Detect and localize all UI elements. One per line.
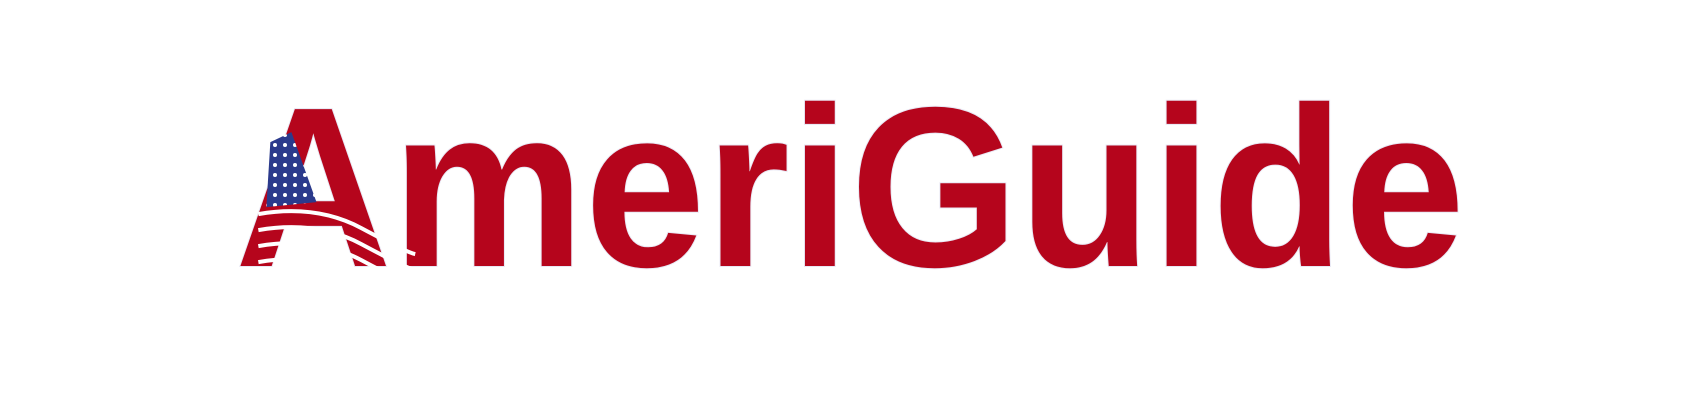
flag-stripe xyxy=(258,289,416,337)
flag-stripe xyxy=(258,209,416,257)
flag-canton xyxy=(266,132,317,208)
flag-stripe xyxy=(258,273,416,321)
flag-emblem xyxy=(258,132,416,337)
flag-stripe xyxy=(258,241,416,289)
flag-stripe xyxy=(258,257,416,305)
flag-stripe xyxy=(258,225,416,273)
logo-text: AmeriGuide xyxy=(235,61,1465,315)
